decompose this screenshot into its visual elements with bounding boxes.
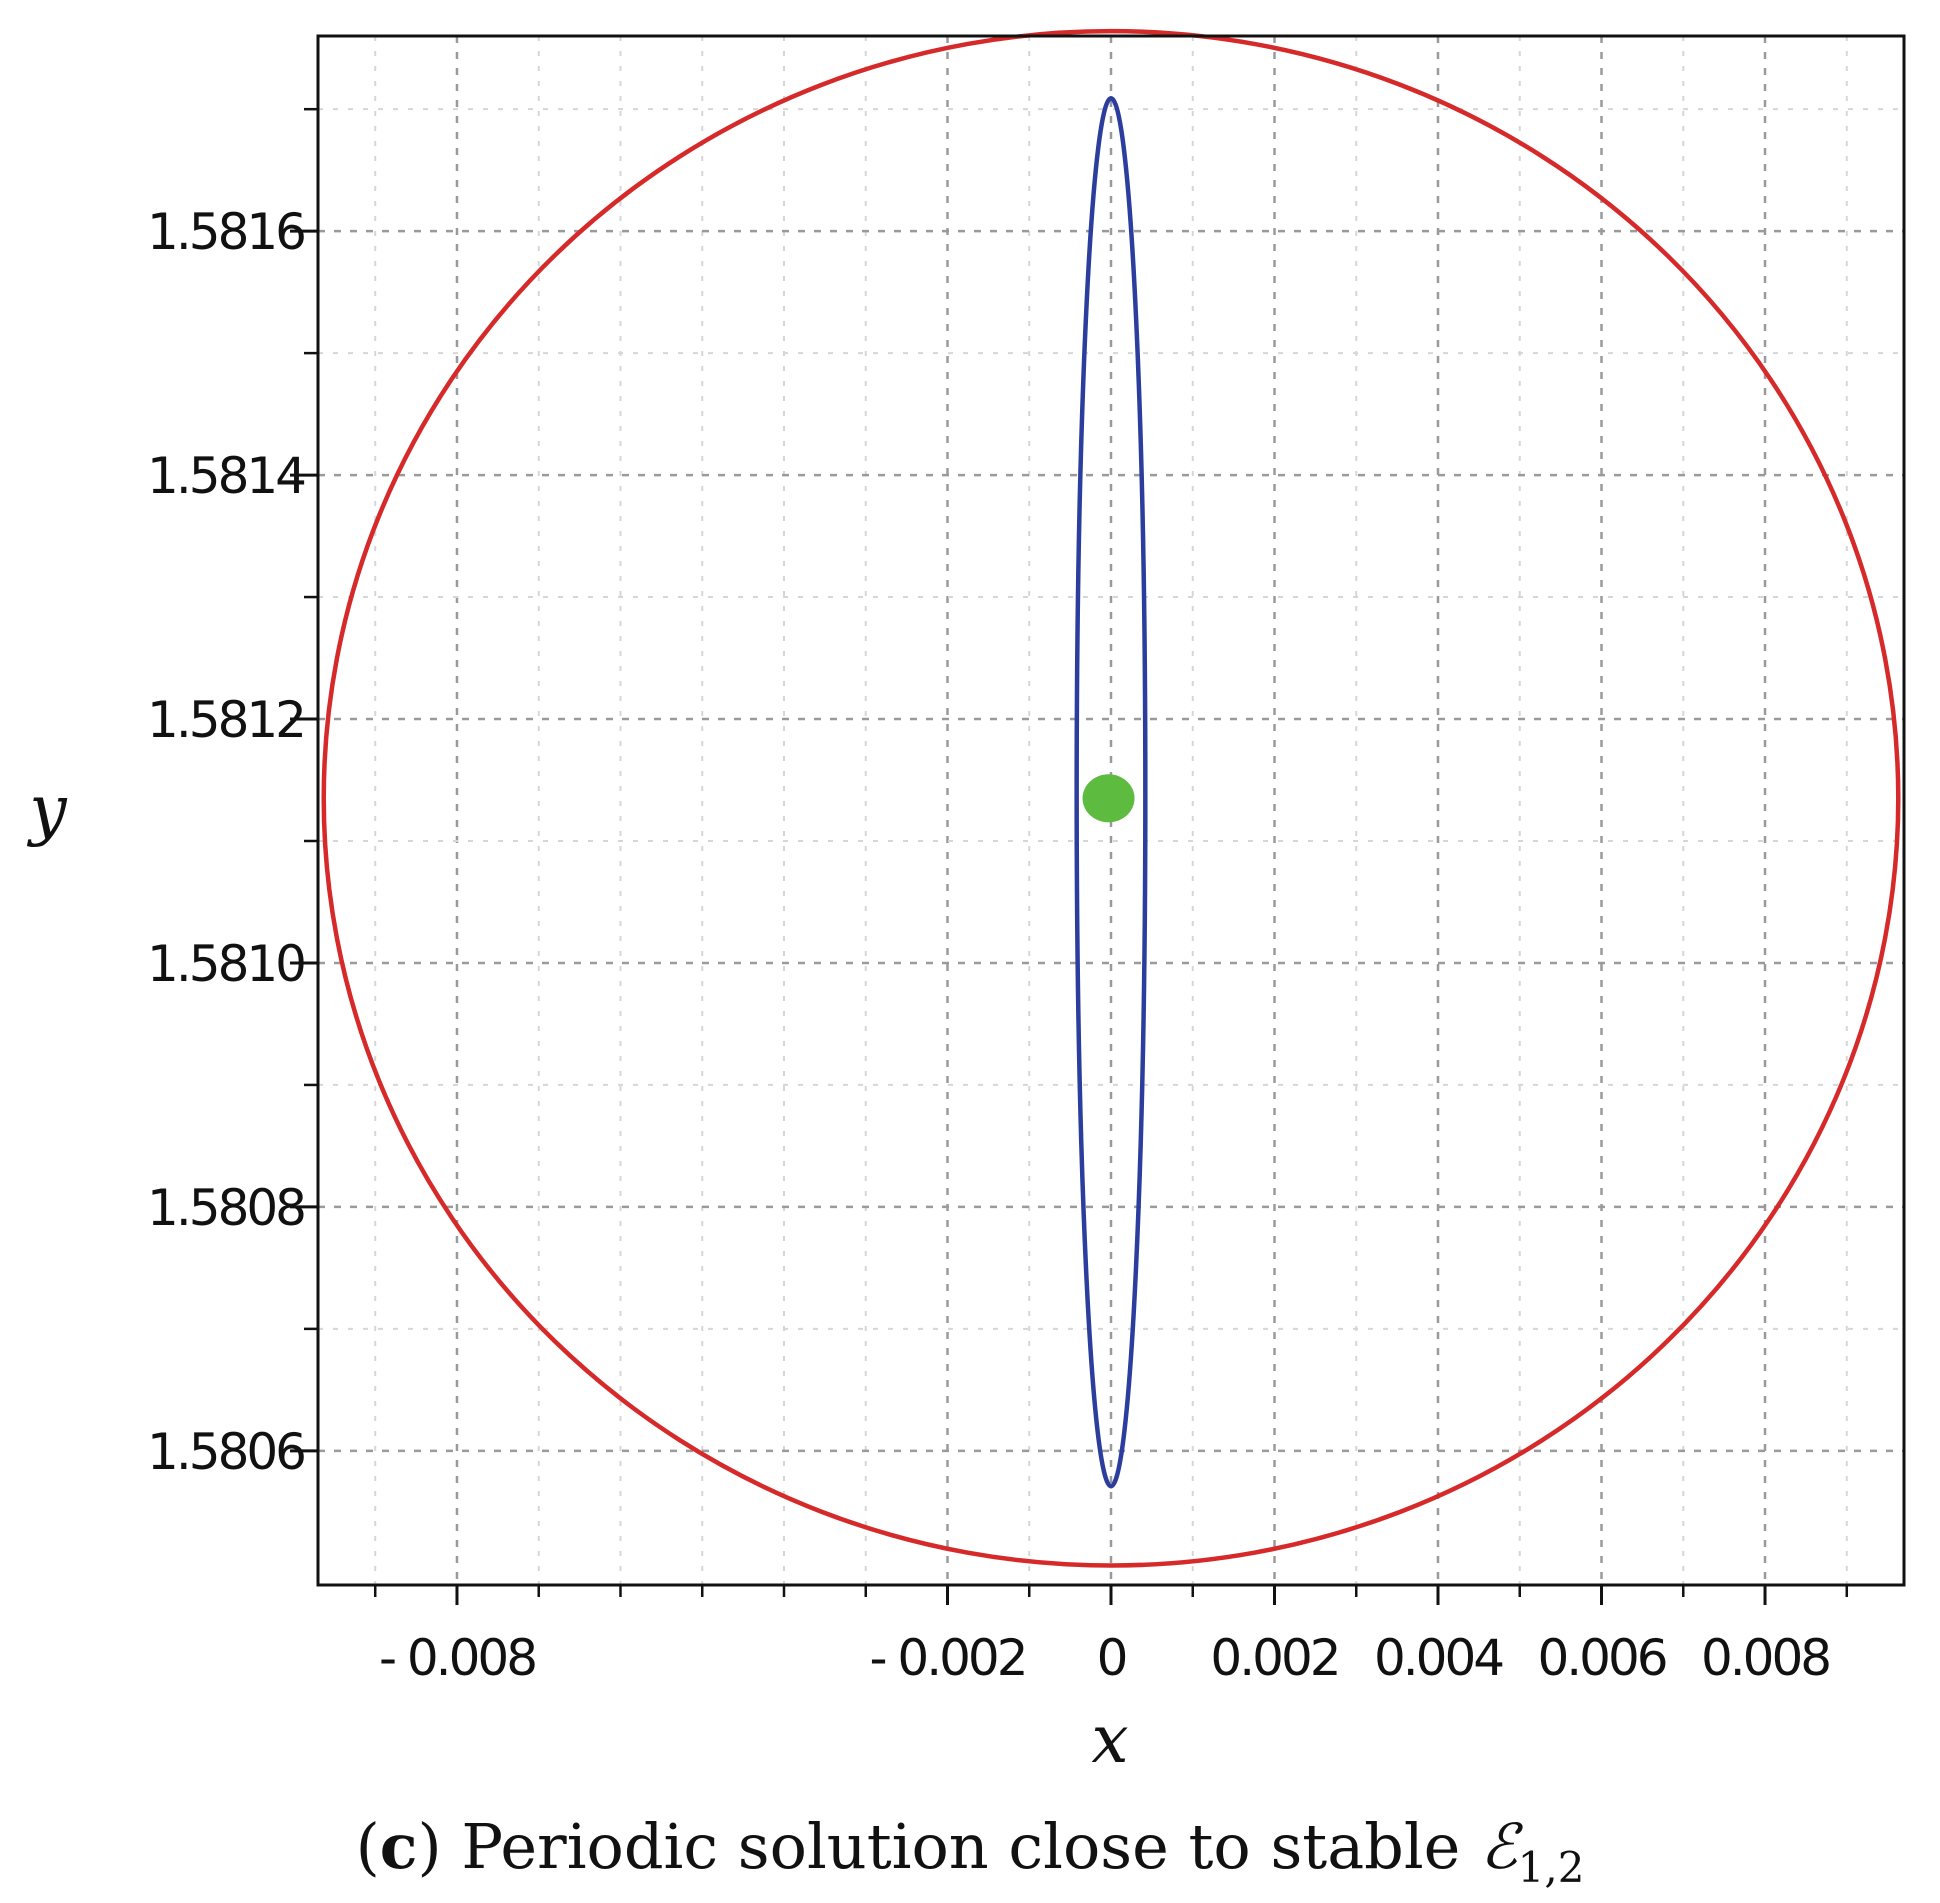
y-tick-label: 1.5808 <box>147 1179 304 1237</box>
orbit-curve-1 <box>321 28 1901 1568</box>
caption-open-paren: ( <box>356 1810 380 1883</box>
tick-labels: - 0.008 - 0.002 0 0.002 0.004 0.006 0.008 1.580… <box>147 203 1832 1687</box>
y-tick-label: 1.5810 <box>147 935 304 993</box>
series <box>321 28 1901 1568</box>
y-tick-label: 1.5816 <box>147 203 304 261</box>
caption-letter: c <box>380 1810 418 1883</box>
y-tick-label: 1.5814 <box>147 447 304 505</box>
caption-text: ) Periodic solution close to stable <box>418 1810 1481 1883</box>
caption-subscript: 1,2 <box>1518 1843 1585 1892</box>
orbit-curve-2 <box>1074 95 1148 1489</box>
y-tick-label: 1.5812 <box>147 691 304 749</box>
x-tick-label: 0.008 <box>1701 1629 1829 1687</box>
equilibrium-point <box>1082 774 1135 823</box>
x-tick-label: 0.004 <box>1374 1629 1502 1687</box>
axis-ticks <box>290 107 1849 1605</box>
grid-lines <box>318 36 1904 1585</box>
figure-caption: (c) Periodic solution close to stable ℰ1… <box>356 1810 1585 1892</box>
x-tick-label: - 0.008 <box>379 1629 535 1687</box>
x-tick-label: - 0.002 <box>869 1629 1025 1687</box>
y-axis-label: y <box>26 771 67 848</box>
x-tick-label: 0.002 <box>1210 1629 1338 1687</box>
x-axis-label: x <box>1091 1701 1128 1778</box>
caption-symbol: ℰ <box>1480 1810 1523 1883</box>
x-tick-label: 0 <box>1097 1629 1126 1687</box>
y-tick-label: 1.5806 <box>147 1423 304 1481</box>
x-tick-label: 0.006 <box>1537 1629 1665 1687</box>
